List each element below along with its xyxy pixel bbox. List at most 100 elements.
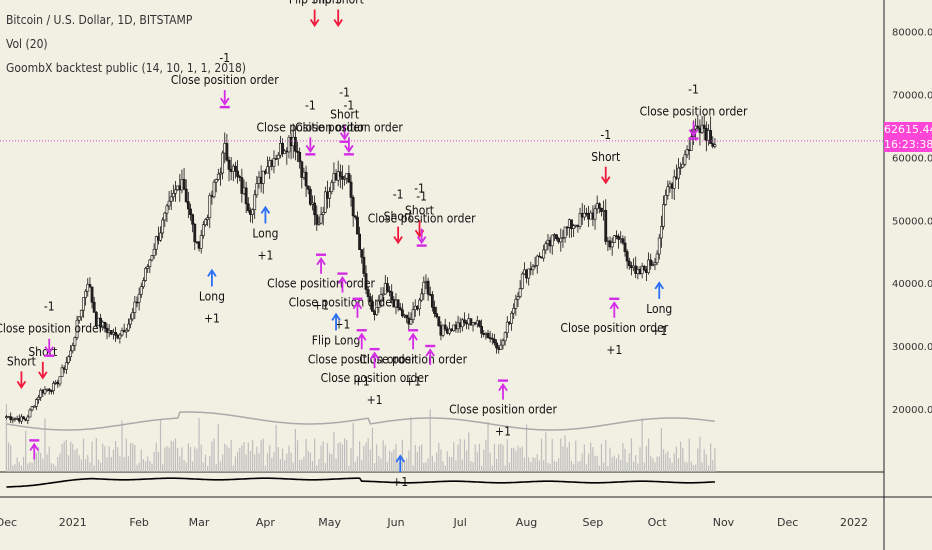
- strategy-label[interactable]: GoombX backtest public (14, 10, 1, 1, 20…: [6, 61, 247, 75]
- candle-body: [533, 265, 537, 267]
- candle-body: [702, 124, 706, 129]
- candle-body: [39, 389, 43, 398]
- candle-body: [139, 286, 143, 295]
- signal-close-up: Close position order+1: [267, 253, 376, 313]
- candle-body: [60, 367, 64, 377]
- short-arrow-icon: [333, 9, 343, 28]
- candle-body: [341, 176, 344, 180]
- candle-body: [84, 290, 88, 298]
- symbol-title[interactable]: Bitcoin / U.S. Dollar, 1D, BITSTAMP: [6, 13, 193, 27]
- candle-body: [169, 196, 173, 202]
- x-tick-label: Sep: [583, 516, 604, 529]
- volume-indicator-label[interactable]: Vol (20): [6, 37, 48, 51]
- candle-body: [75, 319, 79, 338]
- signal-label: Close position order: [0, 322, 104, 336]
- candle-body: [490, 337, 494, 340]
- signal-label: -1: [344, 98, 355, 112]
- candle-body: [495, 342, 498, 349]
- candle-body: [71, 345, 75, 352]
- signal-close-up: Close position order+1: [560, 297, 669, 357]
- candle-body: [133, 301, 137, 313]
- candle-body: [386, 283, 389, 292]
- candle-body: [246, 203, 250, 211]
- signal-label: Long: [199, 289, 225, 303]
- long-arrow-icon: [207, 268, 217, 287]
- y-tick-label: 80000.00: [892, 27, 932, 38]
- candle-body: [283, 150, 287, 155]
- candle-body: [531, 266, 535, 271]
- candle-body: [683, 154, 687, 165]
- candle-body: [43, 389, 47, 394]
- candle-body: [700, 124, 704, 133]
- candle-body: [655, 253, 659, 264]
- candle-body: [261, 170, 265, 184]
- candle-body: [426, 280, 430, 295]
- candle-body: [433, 306, 436, 314]
- candle-body: [266, 166, 269, 174]
- candle-body: [527, 268, 531, 279]
- time-axis[interactable]: Dec 2021 Feb Mar Apr May Jun Jul Aug Sep Oct Nov Dec…: [0, 516, 868, 529]
- signal-close-up: Close position order+1: [321, 347, 429, 407]
- signal-label: Close position order: [267, 277, 375, 291]
- candle-body: [338, 171, 342, 177]
- candle-body: [518, 288, 522, 298]
- signal-label: Close position order: [560, 321, 668, 335]
- candle-body: [276, 154, 280, 159]
- candle-body: [460, 319, 464, 328]
- volume-ma-line: [6, 411, 716, 431]
- close-arrow-icon: [416, 228, 427, 245]
- candle-body: [353, 215, 357, 218]
- candle-body: [296, 150, 299, 153]
- candle-body: [238, 176, 242, 178]
- candle-body: [600, 207, 603, 212]
- candle-body: [659, 226, 663, 239]
- signal-long: Long +1: [252, 205, 278, 262]
- signal-label: Short: [7, 354, 36, 368]
- signal-label: Flip Long: [312, 333, 361, 347]
- candle-body: [396, 299, 400, 309]
- candle-body: [321, 211, 325, 215]
- candle-body: [330, 182, 334, 192]
- long-arrow-icon: [260, 205, 271, 224]
- candle-body: [625, 251, 629, 262]
- candle-body: [503, 332, 507, 342]
- candle-body: [672, 176, 676, 189]
- candle-body: [328, 191, 332, 199]
- candle-body: [219, 172, 222, 175]
- candle-body: [47, 388, 51, 391]
- candle-body: [118, 334, 122, 339]
- candle-body: [315, 214, 319, 225]
- candle-body: [212, 181, 216, 198]
- signal-label: +1: [257, 248, 273, 262]
- candle-body: [401, 309, 404, 317]
- candle-body: [124, 329, 128, 333]
- candle-body: [610, 242, 614, 248]
- signal-short: Flip Short: [312, 0, 364, 28]
- candle-body: [666, 186, 670, 196]
- candle-body: [501, 340, 505, 346]
- signal-label: -1: [44, 300, 55, 314]
- candle-body: [9, 416, 13, 420]
- signal-label: -1: [414, 181, 425, 195]
- candle-body: [617, 236, 620, 240]
- signal-label: +1: [405, 374, 421, 388]
- signal-close-up: [425, 344, 436, 365]
- candle-body: [411, 309, 415, 320]
- candle-body: [191, 214, 195, 225]
- candle-body: [582, 212, 586, 218]
- candle-body: [129, 318, 132, 325]
- price-axis[interactable]: 20000.00 30000.00 40000.00 50000.00 60000.00…: [892, 27, 932, 416]
- candle-body: [313, 202, 317, 216]
- signal-label: Close position order: [368, 212, 476, 226]
- candle-body: [627, 260, 631, 266]
- candle-body: [306, 185, 310, 190]
- volume-bars: [5, 404, 716, 472]
- candle-body: [388, 290, 391, 293]
- current-price-tag: 62615.44 16:23:38: [884, 122, 932, 152]
- candle-body: [681, 163, 685, 168]
- candle-body: [73, 337, 77, 346]
- candle-body: [578, 213, 582, 227]
- signal-label: Close position order: [256, 120, 364, 134]
